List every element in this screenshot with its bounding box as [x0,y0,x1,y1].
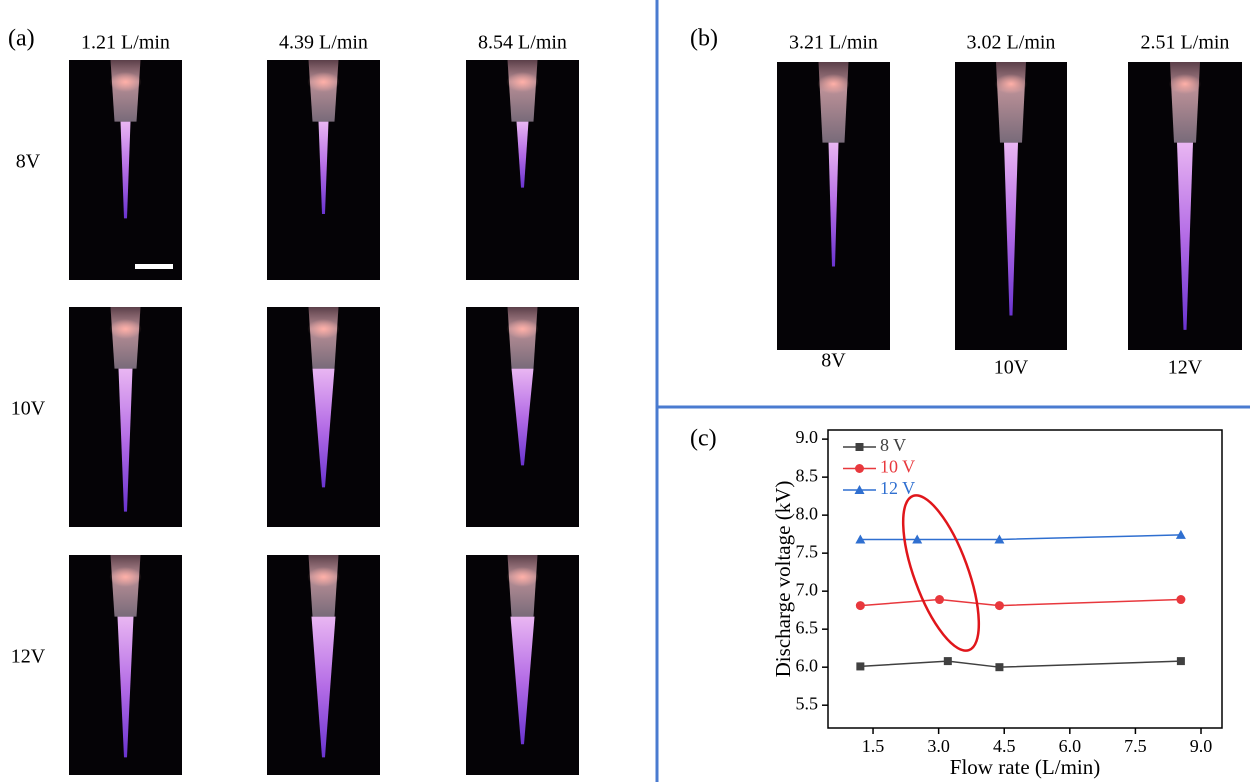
glow [995,74,1027,94]
voltage-label: 10V [994,357,1029,379]
x-tick-label: 9.0 [1190,736,1213,756]
y-tick-label: 7.5 [796,541,819,561]
plasma-jet [510,616,535,745]
glow [506,319,539,339]
y-tick-label: 9.0 [796,427,819,447]
marker [856,662,865,671]
column-label: 1.21 L/min [81,32,170,54]
plasma-jet [828,142,839,267]
plasma-jet [1177,142,1193,330]
scale-bar [135,264,173,269]
series-line [860,660,1181,668]
plasma-jet [516,121,529,188]
marker [994,534,1005,544]
x-tick-label: 4.5 [993,736,1016,756]
marker [1176,595,1186,605]
marker [1175,529,1186,539]
series-line [860,534,1181,541]
marker [943,657,952,666]
panel-label: (c) [690,426,717,452]
legend-label: 12 V [880,478,915,498]
x-tick-label: 1.5 [862,736,885,756]
glow [109,72,142,92]
glow [817,74,850,94]
series-line [860,598,1181,607]
plasma-jet [312,368,335,488]
row-label: 8V [16,151,41,173]
row-label: 10V [11,398,46,420]
panel-label: (a) [8,26,35,52]
column-label: 4.39 L/min [279,32,368,54]
marker [855,601,865,611]
marker [935,595,945,605]
plasma-jet [311,616,336,758]
column-label: 8.54 L/min [478,32,567,54]
voltage-label: 12V [1168,357,1203,379]
legend-label: 8 V [880,435,906,455]
marker [912,534,923,544]
marker [855,534,866,544]
plasma-jet [118,368,133,512]
glow [506,72,539,92]
glow [506,567,539,587]
plasma-jet [117,616,134,758]
flow-label: 2.51 L/min [1141,32,1230,54]
marker [995,663,1004,672]
y-tick-label: 6.5 [796,617,819,637]
plasma-jet [511,368,534,466]
y-tick-label: 5.5 [796,693,819,713]
y-axis-label: Discharge voltage (kV) [771,481,795,678]
legend-marker [855,464,864,473]
glow [307,72,340,92]
glow [109,567,142,587]
glow [307,567,340,587]
plasma-jet [120,121,131,219]
x-tick-label: 3.0 [927,736,950,756]
legend-marker [855,443,864,451]
row-label: 12V [11,646,46,668]
legend-label: 10 V [880,457,915,477]
panel-label: (b) [690,26,718,52]
marker [1176,657,1185,666]
x-axis-label: Flow rate (L/min) [950,755,1100,779]
plasma-jet [1004,142,1018,316]
glow [1169,74,1201,94]
plot-frame [827,429,1223,729]
legend-marker [854,485,865,494]
y-tick-label: 7.0 [796,579,819,599]
x-tick-label: 7.5 [1124,736,1147,756]
marker [994,601,1004,611]
flow-label: 3.02 L/min [967,32,1056,54]
plasma-jet [318,121,329,214]
x-tick-label: 6.0 [1059,736,1082,756]
glow [307,319,340,339]
y-tick-label: 8.0 [796,503,819,523]
highlight-ellipse [901,494,981,652]
glow [109,319,142,339]
flow-label: 3.21 L/min [789,32,878,54]
y-tick-label: 8.5 [796,465,819,485]
y-tick-label: 6.0 [796,655,819,675]
voltage-label: 8V [821,350,846,372]
